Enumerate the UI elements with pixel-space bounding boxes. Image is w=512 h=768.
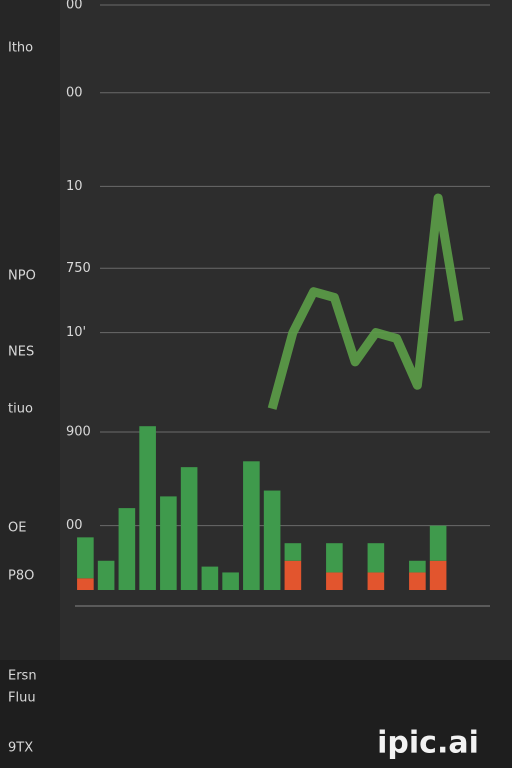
watermark: ipic.ai (377, 726, 479, 761)
bar (429, 525, 447, 561)
bar (118, 508, 136, 590)
y-tick-label: 750 (66, 261, 91, 276)
bar (367, 572, 385, 590)
y-tick-label: 900 (66, 425, 91, 440)
bar (222, 572, 239, 590)
bar (77, 578, 94, 590)
bar (284, 543, 302, 561)
y-tick-label: 00 (66, 518, 83, 533)
bar (409, 560, 426, 573)
bar (263, 490, 281, 590)
bottom-band (0, 660, 512, 768)
side-label: tiuo (8, 402, 33, 417)
bar (409, 572, 426, 590)
side-label: Itho (8, 41, 33, 56)
side-label: Ersn (8, 669, 37, 684)
bar (326, 572, 343, 590)
y-tick-label: 10 (66, 179, 83, 194)
bar (429, 560, 447, 590)
bar (201, 566, 219, 590)
side-label: NPO (8, 269, 36, 284)
y-tick-label: 00 (66, 85, 83, 100)
side-label: Fluu (8, 691, 36, 706)
y-tick-label: 10' (66, 325, 86, 340)
y-tick-label: 00 (66, 0, 83, 13)
bar (139, 426, 156, 590)
side-label: OE (8, 521, 26, 536)
bar (160, 496, 177, 590)
bar (97, 560, 115, 590)
line (267, 193, 464, 410)
bar (284, 560, 302, 590)
side-label: P8O (8, 569, 34, 584)
bar (77, 537, 94, 579)
side-panel (0, 0, 60, 660)
side-label: NES (8, 345, 34, 360)
side-label: 9TX (8, 741, 33, 756)
bar (326, 543, 343, 573)
bar (243, 461, 260, 590)
bar (367, 543, 385, 573)
bar (180, 467, 198, 590)
